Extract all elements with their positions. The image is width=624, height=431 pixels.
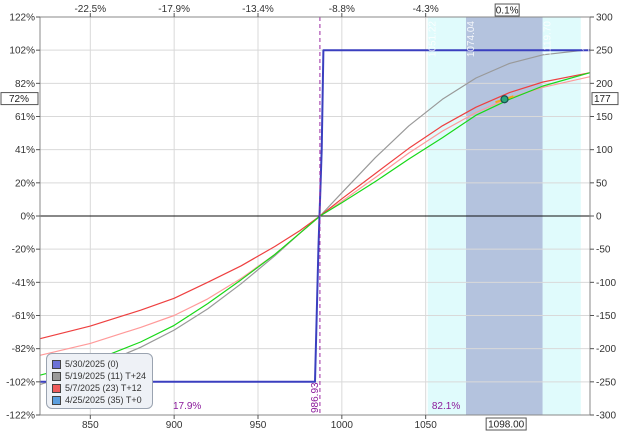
left-tick-label: 20% — [15, 178, 35, 189]
left-tick-label: -102% — [6, 377, 35, 388]
left-tick-label: -41% — [12, 278, 35, 289]
breakeven-label: 986.93 — [310, 382, 321, 413]
right-tick-label: 250 — [596, 46, 613, 57]
left-tick-label: 61% — [15, 112, 35, 123]
right-tick-label: -200 — [596, 344, 616, 355]
right-readout: 177 — [594, 94, 611, 105]
top-tick-label: -4.3% — [413, 4, 439, 15]
left-readout: 72% — [9, 94, 29, 105]
left-tick-label: -82% — [12, 344, 35, 355]
legend-swatch — [52, 359, 61, 369]
band-edge-label: 1074.04 — [466, 21, 477, 58]
legend-swatch — [52, 395, 61, 405]
legend-entry: 4/25/2025 (35) T+0 — [52, 394, 147, 406]
band-edge-label: 1119.70 — [543, 21, 554, 56]
left-tick-label: -20% — [12, 245, 35, 256]
x-tick-label: 900 — [166, 420, 183, 431]
legend-label: 4/25/2025 (35) T+0 — [65, 395, 142, 405]
right-tick-label: -250 — [596, 377, 616, 388]
chart-labels: 1051.22 1074.04 1119.70 1142.52 986.93 17.9% 8… — [0, 3, 619, 431]
legend-entry: 5/30/2025 (0) — [52, 358, 147, 370]
left-tick-label: -61% — [12, 311, 35, 322]
right-tick-label: -300 — [596, 411, 616, 422]
right-tick-label: -50 — [596, 245, 611, 256]
x-tick-label: 1000 — [331, 420, 354, 431]
band-edge-label: 1051.22 — [428, 21, 439, 58]
left-tick-label: 0% — [21, 212, 36, 223]
right-tick-label: -150 — [596, 311, 616, 322]
band-edge-label: 1142.52 — [581, 21, 592, 57]
axis-ticks: 850 900 950 1000 1050-22.5% -17.9% -13.4% -8.8%… — [6, 4, 616, 431]
left-readout-box — [0, 92, 39, 106]
top-tick-label: -13.4% — [242, 4, 274, 15]
legend-swatch — [52, 383, 61, 393]
prob-left-label: 17.9% — [173, 401, 201, 412]
top-readout: 0.1% — [496, 6, 519, 17]
x-tick-label: 850 — [82, 420, 99, 431]
top-tick-label: -17.9% — [158, 4, 190, 15]
right-readout-box — [591, 92, 619, 106]
legend-label: 5/30/2025 (0) — [65, 359, 119, 369]
left-tick-label: 82% — [15, 79, 35, 90]
left-tick-label: 102% — [9, 46, 35, 57]
right-tick-label: 150 — [596, 112, 613, 123]
top-tick-label: -22.5% — [74, 4, 106, 15]
x-tick-label: 950 — [250, 420, 267, 431]
x-tick-label: 1050 — [415, 420, 438, 431]
legend-swatch — [52, 371, 61, 381]
legend-label: 5/7/2025 (23) T+12 — [65, 383, 142, 393]
right-tick-label: 300 — [596, 13, 613, 24]
legend-label: 5/19/2025 (11) T+24 — [65, 371, 146, 381]
price-marker[interactable] — [495, 95, 514, 104]
left-tick-label: 41% — [15, 145, 35, 156]
right-tick-label: 100 — [596, 145, 613, 156]
right-tick-label: -100 — [596, 278, 616, 289]
top-readout-box — [494, 3, 520, 17]
prob-right-label: 82.1% — [432, 401, 460, 412]
right-tick-label: 50 — [596, 178, 608, 189]
legend: 5/30/2025 (0) 5/19/2025 (11) T+24 5/7/2025… — [46, 353, 153, 409]
price-marker-dot — [500, 95, 509, 104]
top-tick-label: -8.8% — [329, 4, 355, 15]
x-readout-box — [485, 417, 527, 431]
legend-entry: 5/19/2025 (11) T+24 — [52, 370, 147, 382]
legend-entry: 5/7/2025 (23) T+12 — [52, 382, 147, 394]
left-tick-label: -122% — [6, 411, 35, 422]
x-readout: 1098.00 — [488, 420, 525, 431]
right-tick-label: 0 — [596, 212, 602, 223]
right-tick-label: 200 — [596, 79, 613, 90]
left-tick-label: 122% — [9, 13, 35, 24]
